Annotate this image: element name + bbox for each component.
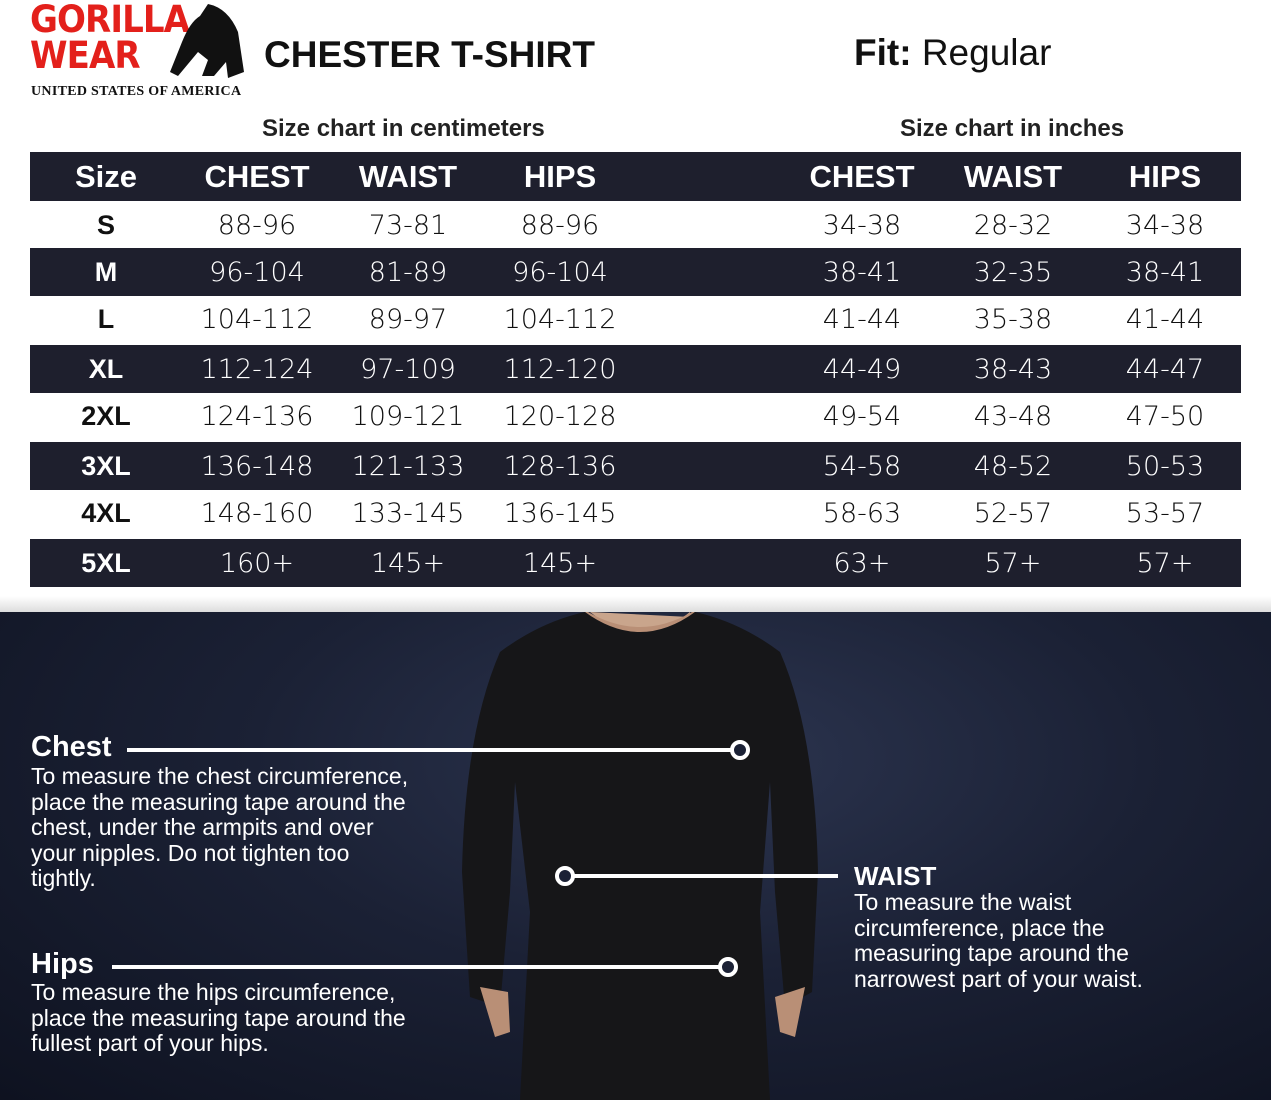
inch-cell: 50-53 bbox=[1125, 450, 1205, 482]
inch-cell: 49-54 bbox=[822, 400, 902, 432]
model-shirt-image bbox=[462, 612, 818, 1100]
table-row: 2XL 124-136 109-121 120-128 49-54 43-48 47-50 bbox=[30, 392, 1241, 440]
table-header: Size CHEST WAIST HIPS CHEST WAIST HIPS bbox=[30, 152, 1241, 201]
inch-cell: 53-57 bbox=[1125, 497, 1205, 529]
inch-cell: 44-47 bbox=[1125, 353, 1205, 385]
size-cell: 2XL bbox=[81, 400, 131, 431]
inch-cell: 35-38 bbox=[973, 303, 1053, 335]
header-chest-in: CHEST bbox=[809, 158, 915, 194]
divider bbox=[0, 596, 1271, 612]
inch-cell: 48-52 bbox=[973, 450, 1053, 482]
cm-cell: 136-145 bbox=[503, 497, 617, 529]
logo-line1: GORILLA bbox=[30, 0, 190, 41]
header-chest-cm: CHEST bbox=[204, 158, 310, 194]
inch-cell: 32-35 bbox=[973, 256, 1053, 288]
size-cell: L bbox=[97, 303, 115, 334]
table-row: 4XL 148-160 133-145 136-145 58-63 52-57 53-57 bbox=[30, 489, 1241, 537]
size-cell: S bbox=[96, 209, 115, 240]
cm-cell: 128-136 bbox=[503, 450, 617, 482]
cm-cell: 112-120 bbox=[503, 353, 617, 385]
inch-cell: 44-49 bbox=[822, 353, 902, 385]
size-cell: M bbox=[94, 256, 118, 287]
waist-label: WAIST bbox=[854, 861, 937, 891]
cm-cell: 96-104 bbox=[209, 256, 305, 288]
hips-label: Hips bbox=[31, 948, 94, 980]
inch-cell: 54-58 bbox=[822, 450, 902, 482]
inch-cell: 34-38 bbox=[822, 209, 902, 241]
size-cell: 3XL bbox=[81, 450, 131, 481]
chest-description: To measure the chest circumference, plac… bbox=[31, 763, 409, 891]
table-row: XL 112-124 97-109 112-120 44-49 38-43 44-47 bbox=[30, 345, 1241, 393]
header-waist-in: WAIST bbox=[963, 158, 1063, 194]
inch-caption: Size chart in inches bbox=[900, 115, 1125, 142]
cm-cell: 89-97 bbox=[368, 303, 448, 335]
table-row: L 104-112 89-97 104-112 41-44 35-38 41-44 bbox=[30, 295, 1241, 343]
cm-cell: 97-109 bbox=[360, 353, 456, 385]
cm-cell: 121-133 bbox=[351, 450, 465, 482]
inch-cell: 28-32 bbox=[973, 209, 1053, 241]
cm-cell: 88-96 bbox=[520, 209, 600, 241]
inch-cell: 63+ bbox=[833, 547, 891, 579]
waist-line bbox=[573, 874, 838, 878]
waist-marker bbox=[555, 866, 575, 886]
inch-cell: 52-57 bbox=[973, 497, 1053, 529]
inch-cell: 47-50 bbox=[1125, 400, 1205, 432]
brand-tagline: UNITED STATES OF AMERICA bbox=[31, 84, 242, 99]
cm-cell: 96-104 bbox=[512, 256, 608, 288]
chest-marker bbox=[730, 740, 750, 760]
cm-cell: 124-136 bbox=[200, 400, 314, 432]
logo-line2: WEAR bbox=[30, 34, 141, 77]
header-hips-cm: HIPS bbox=[523, 158, 597, 194]
size-cell: 5XL bbox=[81, 547, 131, 578]
cm-cell: 145+ bbox=[522, 547, 598, 579]
cm-cell: 145+ bbox=[370, 547, 446, 579]
chest-label: Chest bbox=[31, 731, 112, 763]
cm-cell: 73-81 bbox=[368, 209, 448, 241]
inch-cell: 41-44 bbox=[822, 303, 902, 335]
inch-cell: 38-41 bbox=[822, 256, 902, 288]
cm-cell: 120-128 bbox=[503, 400, 617, 432]
inch-cell: 58-63 bbox=[822, 497, 902, 529]
cm-cell: 109-121 bbox=[351, 400, 465, 432]
size-cell: 4XL bbox=[81, 497, 131, 528]
inch-cell: 38-41 bbox=[1125, 256, 1205, 288]
inch-cell: 34-38 bbox=[1125, 209, 1205, 241]
table-row: M 96-104 81-89 96-104 38-41 32-35 38-41 bbox=[30, 248, 1241, 296]
fit-value: Regular bbox=[921, 32, 1052, 73]
chest-line bbox=[127, 748, 732, 752]
waist-description: To measure the waist circumference, plac… bbox=[854, 889, 1143, 992]
header-hips-in: HIPS bbox=[1128, 158, 1202, 194]
cm-caption: Size chart in centimeters bbox=[262, 115, 545, 142]
hips-marker bbox=[718, 957, 738, 977]
hips-description: To measure the hips circumference, place… bbox=[31, 979, 406, 1056]
table-row: 3XL 136-148 121-133 128-136 54-58 48-52 50-53 bbox=[30, 442, 1241, 490]
cm-cell: 104-112 bbox=[200, 303, 314, 335]
header-waist-cm: WAIST bbox=[358, 158, 458, 194]
cm-cell: 88-96 bbox=[217, 209, 297, 241]
cm-cell: 104-112 bbox=[503, 303, 617, 335]
cm-cell: 81-89 bbox=[368, 256, 448, 288]
inch-cell: 38-43 bbox=[973, 353, 1053, 385]
inch-cell: 41-44 bbox=[1125, 303, 1205, 335]
cm-cell: 112-124 bbox=[200, 353, 314, 385]
inch-cell: 43-48 bbox=[973, 400, 1053, 432]
table-row: S 88-96 73-81 88-96 34-38 28-32 34-38 bbox=[30, 201, 1241, 249]
brand-logo: GORILLA WEAR bbox=[30, 0, 190, 77]
fit-label: Fit: bbox=[854, 32, 912, 73]
gorilla-icon bbox=[170, 4, 244, 78]
cm-cell: 148-160 bbox=[200, 497, 314, 529]
size-cell: XL bbox=[88, 353, 124, 384]
cm-cell: 133-145 bbox=[351, 497, 465, 529]
cm-cell: 136-148 bbox=[200, 450, 314, 482]
hips-line bbox=[112, 965, 720, 969]
inch-cell: 57+ bbox=[1136, 547, 1194, 579]
page-title: CHESTER T-SHIRT bbox=[264, 34, 595, 75]
cm-cell: 160+ bbox=[219, 547, 295, 579]
fit-info: Fit: Regular bbox=[854, 32, 1051, 74]
inch-cell: 57+ bbox=[984, 547, 1042, 579]
header-size: Size bbox=[74, 158, 138, 194]
table-row: 5XL 160+ 145+ 145+ 63+ 57+ 57+ bbox=[30, 539, 1241, 587]
